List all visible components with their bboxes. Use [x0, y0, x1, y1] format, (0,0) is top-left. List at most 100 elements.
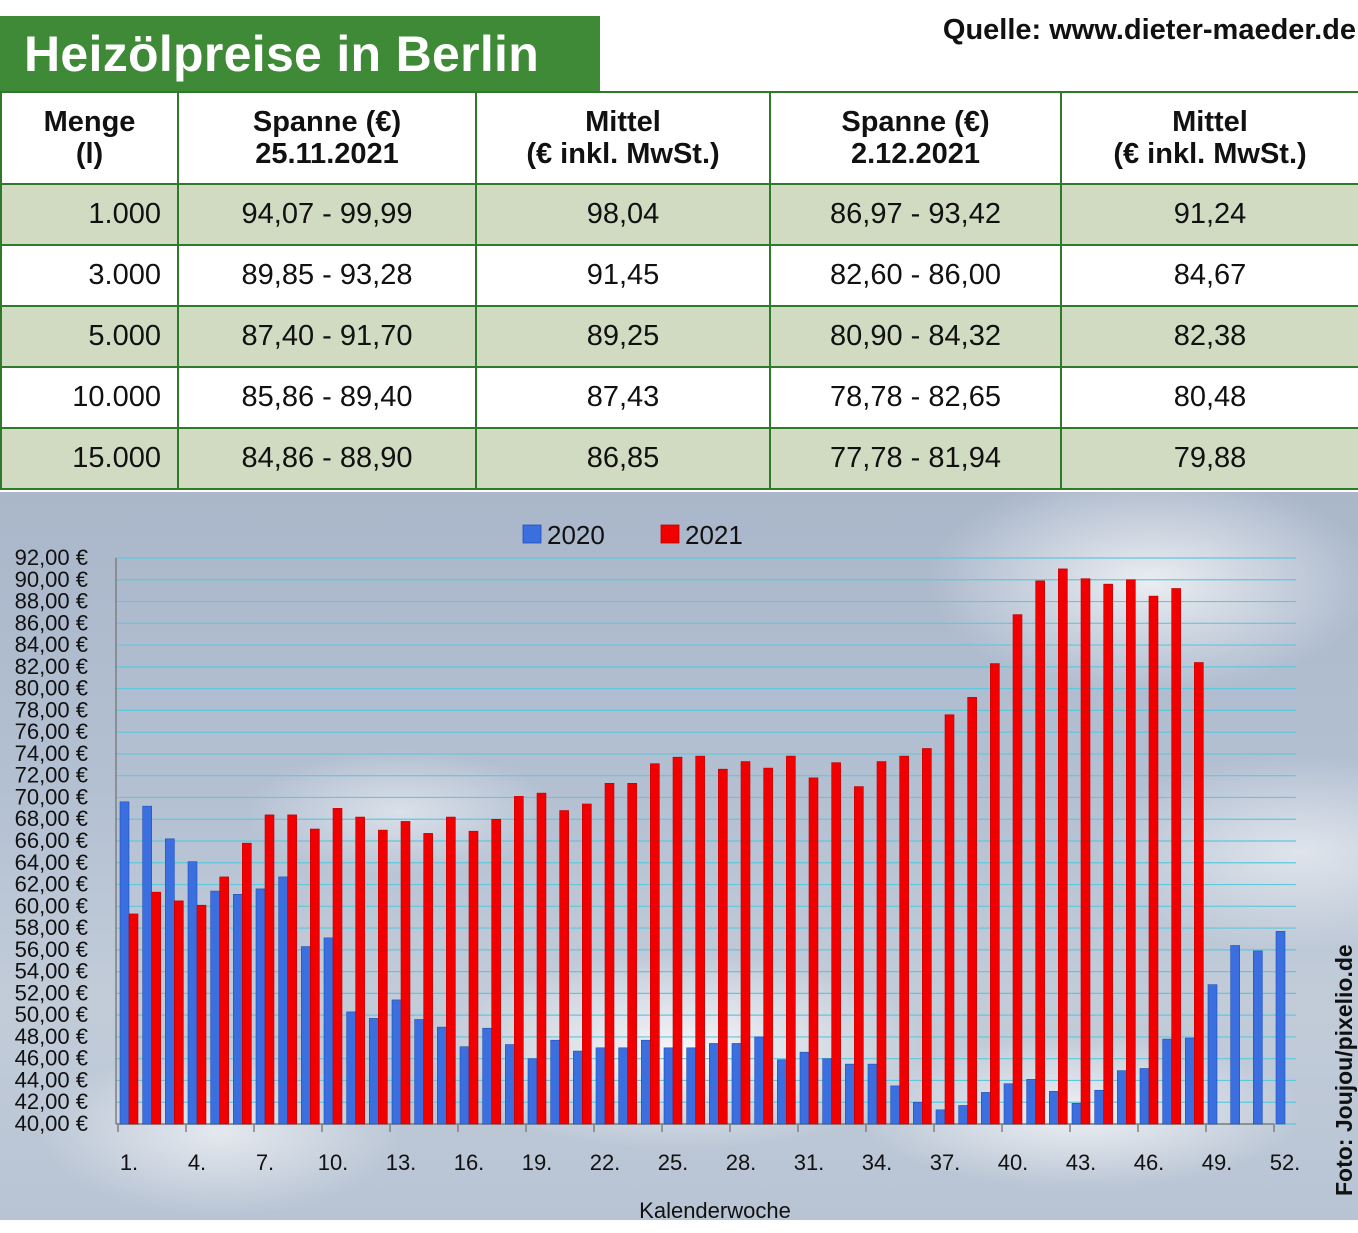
y-tick-label: 56,00 €	[15, 937, 88, 962]
y-tick-label: 76,00 €	[15, 719, 88, 744]
cell-menge: 5.000	[0, 305, 179, 368]
bar-2021	[514, 796, 524, 1125]
cell-spanne-2: 80,90 - 84,32	[769, 305, 1062, 368]
cell-spanne-2: 78,78 - 82,65	[769, 366, 1062, 429]
page-title: Heizölpreise in Berlin	[24, 25, 540, 82]
price-table: Menge (l) Spanne (€) 25.11.2021 Mittel (€ i…	[0, 91, 1358, 490]
cell-mittel-2: 84,67	[1060, 244, 1358, 307]
cell-spanne-1: 85,86 - 89,40	[177, 366, 477, 429]
bar-2021	[695, 755, 705, 1125]
bar-2020	[731, 1043, 742, 1125]
cell-mittel-2: 80,48	[1060, 366, 1358, 429]
bar-2020	[550, 1039, 560, 1125]
bar-2021	[287, 814, 297, 1125]
bar-2020	[1275, 931, 1286, 1125]
y-tick-label: 86,00 €	[15, 610, 88, 635]
bar-2020	[1003, 1083, 1014, 1125]
legend-swatch-2020	[522, 524, 542, 544]
cell-spanne-1: 89,85 - 93,28	[177, 244, 477, 307]
bar-2020	[709, 1043, 719, 1125]
bar-2020	[1139, 1068, 1150, 1125]
table-row: 5.000 87,40 - 91,70 89,25 80,90 - 84,32 …	[0, 305, 1358, 368]
bar-2020	[1207, 984, 1218, 1125]
x-tick-label: 19.	[522, 1150, 553, 1175]
y-tick-label: 64,00 €	[15, 850, 88, 875]
y-tick-label: 80,00 €	[15, 676, 88, 701]
bar-2020	[595, 1047, 606, 1125]
x-tick-label: 31.	[794, 1150, 825, 1175]
bar-2020	[142, 805, 152, 1125]
legend-label-2020: 2020	[547, 520, 605, 550]
table-header-row: Menge (l) Spanne (€) 25.11.2021 Mittel (€ i…	[0, 91, 1358, 185]
y-tick-label: 54,00 €	[15, 959, 88, 984]
bar-2021	[174, 900, 184, 1125]
bar-2021	[808, 777, 819, 1125]
bar-2020	[1185, 1037, 1195, 1125]
bar-2021	[899, 755, 909, 1125]
bar-2020	[165, 838, 175, 1125]
y-tick-label: 74,00 €	[15, 741, 88, 766]
photo-credit: Foto: Joujou/pixelio.de	[1331, 944, 1357, 1196]
source-label: Quelle: www.dieter-maeder.de	[942, 14, 1356, 46]
bar-2021	[944, 714, 955, 1125]
bar-2020	[867, 1063, 878, 1125]
x-tick-label: 46.	[1134, 1150, 1165, 1175]
y-tick-label: 58,00 €	[15, 915, 88, 940]
x-tick-label: 1.	[120, 1150, 138, 1175]
bar-2021	[763, 767, 773, 1125]
cell-menge: 3.000	[0, 244, 179, 307]
bar-2020	[1253, 950, 1263, 1125]
y-tick-label: 78,00 €	[15, 697, 88, 722]
bar-2020	[845, 1063, 855, 1125]
bar-2020	[301, 946, 311, 1125]
bar-2020	[958, 1105, 968, 1125]
bar-2021	[854, 786, 864, 1125]
bar-2020	[1049, 1091, 1059, 1125]
cell-mittel-1: 87,43	[475, 366, 771, 429]
bar-2021	[536, 792, 547, 1125]
title-banner: Heizölpreise in Berlin	[0, 16, 600, 91]
bar-2020	[1117, 1070, 1127, 1125]
bar-2021	[740, 761, 751, 1125]
bar-2020	[1071, 1103, 1082, 1125]
x-tick-label: 13.	[386, 1150, 417, 1175]
x-tick-label: 52.	[1270, 1150, 1301, 1175]
bar-2020	[663, 1047, 674, 1125]
cell-spanne-1: 84,86 - 88,90	[177, 427, 477, 490]
bar-2021	[378, 829, 388, 1125]
bar-2021	[1103, 583, 1113, 1125]
x-tick-label: 43.	[1066, 1150, 1097, 1175]
y-tick-label: 42,00 €	[15, 1089, 88, 1114]
bar-2021	[604, 783, 615, 1125]
table-row: 3.000 89,85 - 93,28 91,45 82,60 - 86,00 …	[0, 244, 1358, 307]
bar-2020	[935, 1109, 946, 1125]
x-tick-label: 28.	[726, 1150, 757, 1175]
table-row: 1.000 94,07 - 99,99 98,04 86,97 - 93,42 …	[0, 183, 1358, 246]
cell-mittel-2: 82,38	[1060, 305, 1358, 368]
bar-2021	[310, 828, 320, 1125]
bar-2020	[1094, 1089, 1104, 1125]
cell-spanne-1: 94,07 - 99,99	[177, 183, 477, 246]
bar-2021	[400, 821, 411, 1125]
bar-2021	[1126, 579, 1136, 1125]
y-tick-label: 88,00 €	[15, 589, 88, 614]
bar-2021	[650, 763, 660, 1125]
legend-swatch-2021	[660, 524, 680, 544]
y-tick-label: 70,00 €	[15, 784, 88, 809]
y-tick-label: 50,00 €	[15, 1002, 88, 1027]
bar-2021	[468, 830, 479, 1125]
x-tick-label: 16.	[454, 1150, 485, 1175]
y-tick-label: 66,00 €	[15, 828, 88, 853]
cell-spanne-2: 86,97 - 93,42	[769, 183, 1062, 246]
bar-2021	[332, 808, 343, 1125]
x-tick-label: 49.	[1202, 1150, 1233, 1175]
x-tick-label: 10.	[318, 1150, 349, 1175]
bar-2020	[913, 1101, 923, 1125]
bar-2021	[559, 810, 569, 1125]
bar-2020	[799, 1051, 810, 1125]
bar-2020	[822, 1058, 832, 1125]
bar-2020	[119, 801, 130, 1125]
bar-2021	[423, 833, 433, 1125]
bar-2020	[482, 1027, 492, 1125]
y-tick-label: 48,00 €	[15, 1024, 88, 1049]
